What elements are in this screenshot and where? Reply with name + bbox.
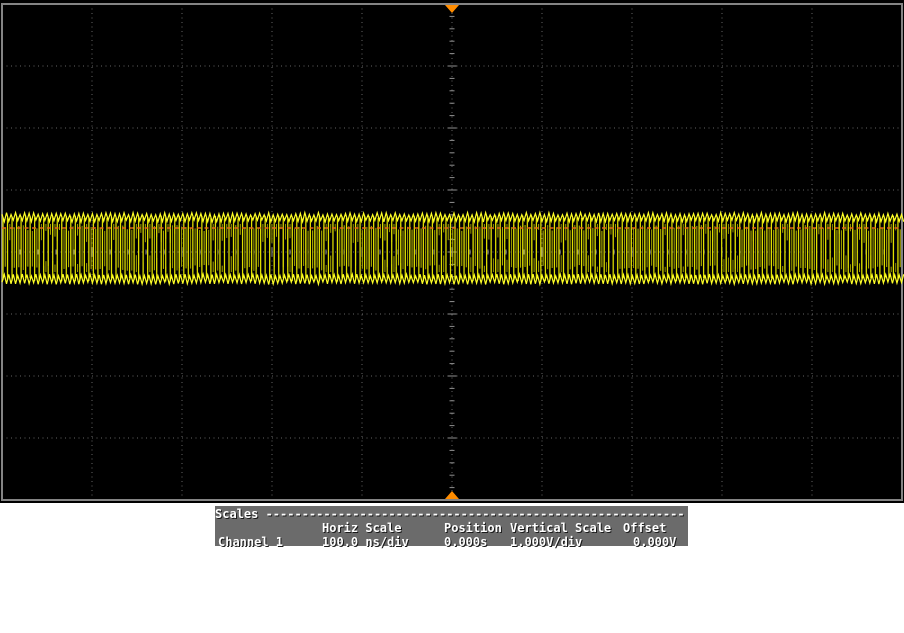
channel-offset-value: 0.000V (633, 535, 677, 549)
header-position: Position (444, 521, 502, 535)
scales-header-row: Horiz Scale Position Vertical Scale Offs… (215, 521, 688, 535)
graticule-border (1, 3, 903, 501)
bottom-strip: Scales ---------------------------------… (0, 503, 904, 549)
scope-display (0, 0, 904, 503)
graticule-canvas (1, 3, 904, 501)
channel-position-value: 0.000s (444, 535, 488, 549)
channel-label: Channel 1 (218, 535, 284, 549)
channel1-waveform (1, 210, 904, 287)
trigger-position-marker-top[interactable] (445, 5, 459, 13)
trigger-position-marker-bottom[interactable] (445, 491, 459, 499)
channel-horiz-scale-value: 100.0 ns/div (322, 535, 409, 549)
channel-vertical-scale-value: 1.000V/div (510, 535, 583, 549)
header-horiz-scale: Horiz Scale (322, 521, 402, 535)
header-offset: Offset (623, 521, 667, 535)
scales-panel: Scales ---------------------------------… (215, 506, 688, 549)
header-vertical-scale: Vertical Scale (510, 521, 612, 535)
scales-title: Scales ---------------------------------… (215, 507, 685, 521)
channel-row: Channel 1 100.0 ns/div 0.000s 1.000V/div… (215, 535, 688, 549)
